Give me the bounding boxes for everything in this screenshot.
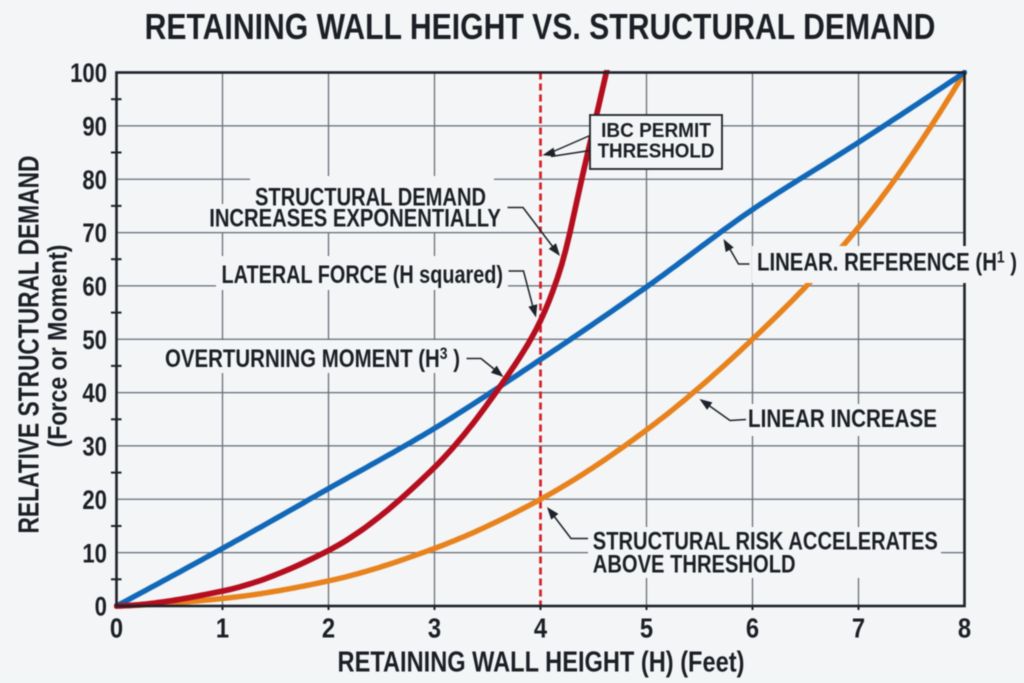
svg-text:RETAINING WALL HEIGHT VS. STRU: RETAINING WALL HEIGHT VS. STRUCTURAL DEM… xyxy=(145,8,936,48)
svg-text:LINEAR INCREASE: LINEAR INCREASE xyxy=(748,404,937,432)
svg-text:60: 60 xyxy=(82,273,107,303)
svg-text:STRUCTURAL RISK ACCELERATES: STRUCTURAL RISK ACCELERATES xyxy=(593,526,938,555)
svg-text:40: 40 xyxy=(82,379,107,409)
svg-text:RELATIVE STRUCTURAL DEMAND: RELATIVE STRUCTURAL DEMAND xyxy=(12,156,45,534)
svg-text:1: 1 xyxy=(216,612,229,644)
svg-text:OVERTURNING MOMENT (H3 ): OVERTURNING MOMENT (H3 ) xyxy=(165,344,460,372)
svg-text:50: 50 xyxy=(82,326,107,356)
svg-text:10: 10 xyxy=(82,539,107,569)
svg-text:INCREASES EXPONENTIALLY: INCREASES EXPONENTIALLY xyxy=(209,203,501,232)
svg-text:70: 70 xyxy=(82,219,107,249)
svg-text:80: 80 xyxy=(82,166,107,196)
svg-text:4: 4 xyxy=(534,612,548,644)
svg-text:LINEAR. REFERENCE (H1 ): LINEAR. REFERENCE (H1 ) xyxy=(757,247,1017,276)
svg-text:RETAINING WALL HEIGHT (H) (Fee: RETAINING WALL HEIGHT (H) (Feet) xyxy=(338,645,745,678)
svg-text:5: 5 xyxy=(640,612,653,644)
svg-text:8: 8 xyxy=(958,612,971,644)
svg-text:IBC PERMIT: IBC PERMIT xyxy=(601,119,711,142)
svg-text:0: 0 xyxy=(95,593,107,623)
svg-text:0: 0 xyxy=(110,612,123,644)
svg-text:ABOVE THRESHOLD: ABOVE THRESHOLD xyxy=(593,549,796,578)
svg-text:90: 90 xyxy=(82,112,107,142)
svg-text:30: 30 xyxy=(82,433,107,463)
svg-text:3: 3 xyxy=(428,612,441,644)
svg-text:2: 2 xyxy=(322,612,335,644)
svg-text:6: 6 xyxy=(746,612,759,644)
svg-text:7: 7 xyxy=(852,612,865,644)
svg-text:20: 20 xyxy=(82,486,107,516)
svg-text:(Force or Moment): (Force or Moment) xyxy=(43,245,73,448)
svg-text:LATERAL FORCE (H squared): LATERAL FORCE (H squared) xyxy=(222,261,503,289)
svg-text:THRESHOLD: THRESHOLD xyxy=(598,140,715,163)
svg-text:100: 100 xyxy=(70,59,107,89)
svg-text:STRUCTURAL DEMAND: STRUCTURAL DEMAND xyxy=(255,182,486,211)
